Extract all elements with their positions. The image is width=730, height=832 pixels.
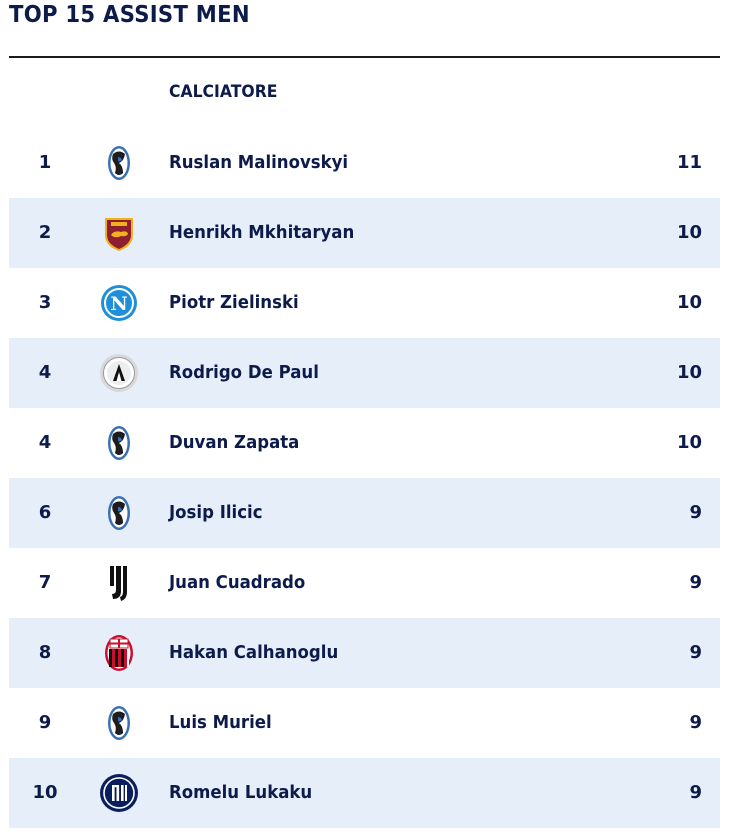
table-row: 10 Romelu Lukaku 9 [9, 758, 720, 828]
rank-cell: 4 [38, 362, 52, 383]
assists-cell: 9 [689, 712, 702, 733]
rank-cell: 4 [38, 432, 52, 453]
rank-cell: 10 [32, 782, 58, 803]
player-name: Henrikh Mkhitaryan [169, 222, 355, 243]
rank-cell: 3 [38, 292, 52, 313]
player-name: Romelu Lukaku [169, 782, 313, 803]
rank-cell: 6 [38, 502, 52, 523]
rank-cell: 2 [38, 222, 52, 243]
player-name: Piotr Zielinski [169, 292, 299, 313]
assists-cell: 9 [689, 642, 702, 663]
atalanta-logo-icon [99, 143, 139, 183]
rank-cell: 7 [38, 572, 52, 593]
juventus-logo-icon [99, 563, 139, 603]
inter-logo-icon [99, 773, 139, 813]
player-name: Juan Cuadrado [169, 572, 306, 593]
table-row: 9 Luis Muriel 9 [9, 688, 720, 758]
assists-cell: 11 [676, 152, 702, 173]
napoli-logo-icon: N [99, 283, 139, 323]
assists-cell: 10 [676, 292, 702, 313]
rank-cell: 9 [38, 712, 52, 733]
table-row: 3 N Piotr Zielinski 10 [9, 268, 720, 338]
player-name: Ruslan Malinovskyi [169, 152, 349, 173]
table-row: 4 Duvan Zapata 10 [9, 408, 720, 478]
page-title: TOP 15 ASSIST MEN [9, 2, 250, 28]
assists-cell: 10 [676, 362, 702, 383]
roma-logo-icon [99, 213, 139, 253]
assists-cell: 10 [676, 432, 702, 453]
rank-cell: 8 [38, 642, 52, 663]
player-name: Rodrigo De Paul [169, 362, 319, 383]
title-divider [9, 56, 720, 58]
assists-cell: 9 [689, 572, 702, 593]
table-row: 1 Ruslan Malinovskyi 11 [9, 128, 720, 198]
atalanta-logo-icon [99, 493, 139, 533]
assists-cell: 9 [689, 782, 702, 803]
player-name: Duvan Zapata [169, 432, 300, 453]
table-row: 7 Juan Cuadrado 9 [9, 548, 720, 618]
table-row: 8 Hakan Calhanoglu 9 [9, 618, 720, 688]
table-row: 6 Josip Ilicic 9 [9, 478, 720, 548]
player-name: Luis Muriel [169, 712, 272, 733]
player-name: Josip Ilicic [169, 502, 263, 523]
rank-cell: 1 [38, 152, 52, 173]
svg-text:N: N [110, 293, 127, 315]
milan-logo-icon [99, 633, 139, 673]
atalanta-logo-icon [99, 423, 139, 463]
assists-cell: 9 [689, 502, 702, 523]
udinese-logo-icon [99, 353, 139, 393]
table-row: 2 Henrikh Mkhitaryan 10 [9, 198, 720, 268]
player-name: Hakan Calhanoglu [169, 642, 339, 663]
table-row: 4 Rodrigo De Paul 10 [9, 338, 720, 408]
column-header-player: CALCIATORE [169, 82, 278, 102]
assist-table: 1 Ruslan Malinovskyi 11 2 Henrikh Mkhita… [9, 128, 720, 828]
assists-cell: 10 [676, 222, 702, 243]
atalanta-logo-icon [99, 703, 139, 743]
